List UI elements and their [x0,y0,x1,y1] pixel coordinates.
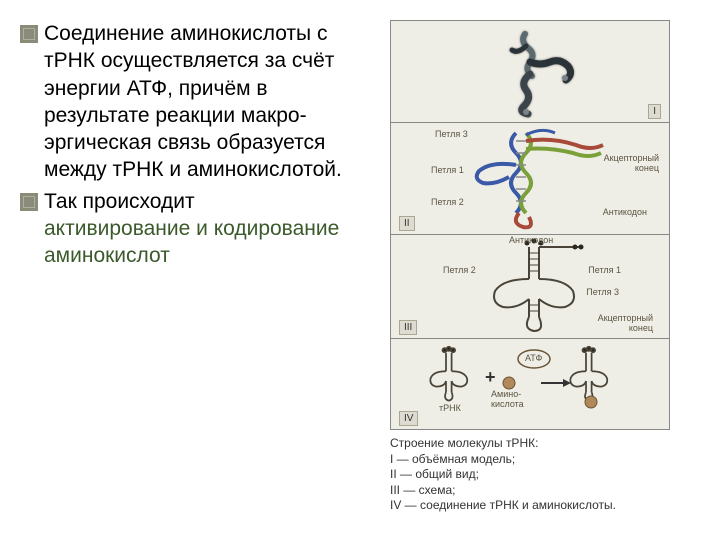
p3-petlya1: Петля 1 [588,265,621,275]
p2-petlya2: Петля 2 [431,197,464,207]
slide: Соединение аминокислоты с тРНК осуществл… [0,0,720,540]
bullet-item-2: Так происходит активирование и кодирован… [20,188,342,270]
caption-l4: IV — соединение тРНК и аминокислоты. [390,498,670,514]
panel-2: Петля 3 Петля 1 Петля 2 Акцепторный коне… [391,123,669,235]
caption-title: Строение молекулы тРНК: [390,436,670,452]
caption-l3: III — схема; [390,483,670,499]
panel-label-3: III [399,320,417,335]
plus-icon: + [485,367,496,388]
figure-caption: Строение молекулы тРНК: I — объёмная мод… [390,436,670,514]
panel-1: I [391,21,669,123]
p2-petlya1: Петля 1 [431,165,464,175]
figure-column: I [350,20,710,530]
p2-antikodon: Антикодон [603,207,647,217]
bullet-text-1: Соединение аминокислоты с тРНК осуществл… [44,20,342,184]
panel-label-1: I [648,104,661,119]
p3-petlya3: Петля 3 [586,287,619,297]
p4-atf: АТФ [525,353,542,363]
bullet-item-1: Соединение аминокислоты с тРНК осуществл… [20,20,342,184]
panel-4: + тРНК АТФ Амино-кислота IV [391,339,669,429]
bullet-icon [20,25,38,43]
bullet-icon [20,193,38,211]
trna-helix-icon [391,123,671,235]
trna-3d-icon [470,26,590,118]
p3-akceptor: Акцепторный конец [595,313,653,333]
p4-trnk: тРНК [439,403,461,413]
p2-akceptor: Акцепторный конец [599,153,659,173]
p2-petlya3: Петля 3 [435,129,468,139]
p4-amino: Амино-кислота [491,389,535,409]
bullet-2-highlight: активирование и кодирование аминокислот [44,217,339,267]
caption-l1: I — объёмная модель; [390,452,670,468]
bullet-2-pre: Так происходит [44,190,195,213]
panel-label-4: IV [399,411,418,426]
caption-l2: II — общий вид; [390,467,670,483]
text-column: Соединение аминокислоты с тРНК осуществл… [20,20,350,530]
bullet-text-2: Так происходит активирование и кодирован… [44,188,342,270]
p3-antikodon: Антикодон [509,235,553,245]
panel-label-2: II [399,216,415,231]
panel-3: Антикодон Петля 2 Петля 1 Петля 3 Акцепт… [391,235,669,339]
p3-petlya2: Петля 2 [443,265,476,275]
figure-stack: I [390,20,670,430]
